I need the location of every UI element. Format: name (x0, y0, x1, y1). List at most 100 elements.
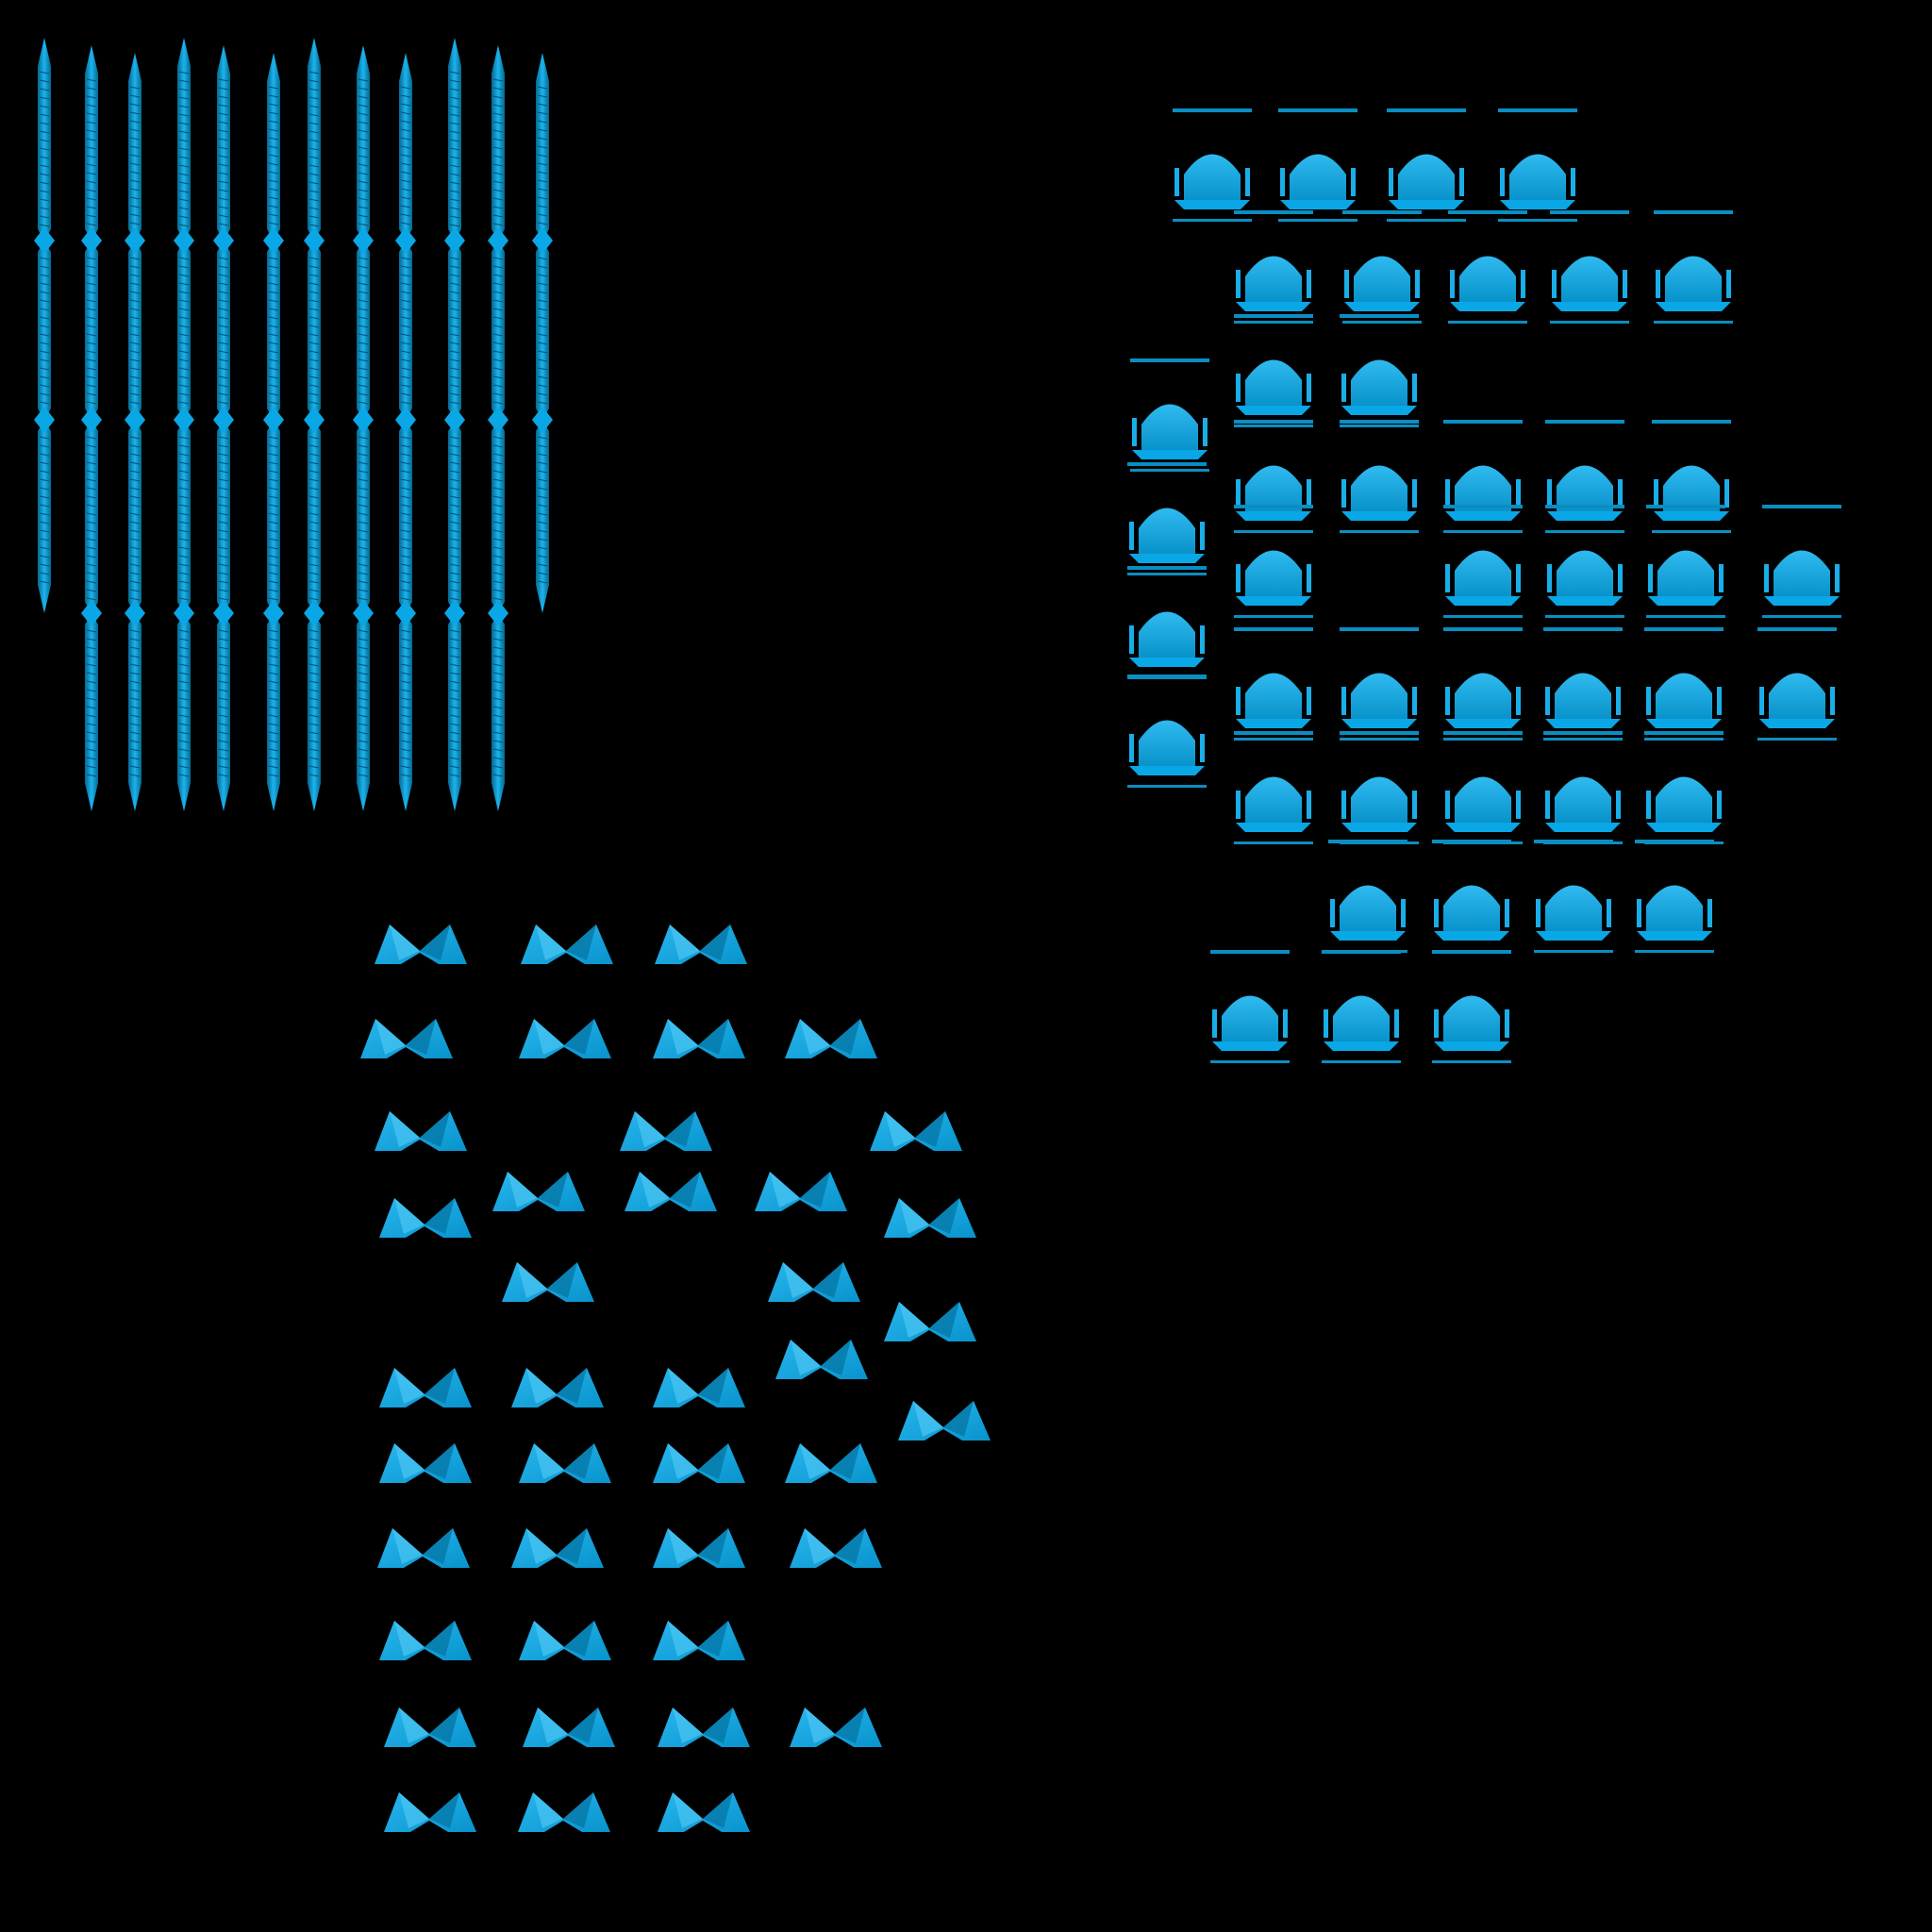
connector-cap (1234, 627, 1313, 741)
cap-rail (1543, 627, 1623, 631)
pin-streak (308, 765, 320, 769)
pin-streak (268, 546, 279, 550)
bowtie-facet (783, 1262, 813, 1298)
pin-streak (492, 104, 504, 108)
pin-streak (400, 470, 411, 474)
cap-rail (1635, 950, 1714, 953)
pin-streak (492, 78, 504, 82)
pin-streak (129, 504, 141, 508)
pin-streak (178, 122, 190, 125)
pin-streak (178, 714, 190, 718)
cap-dome (1340, 885, 1396, 934)
cap-dome (1545, 885, 1602, 934)
bowtie-facet (668, 1368, 698, 1404)
bowtie-facet (703, 1792, 733, 1828)
pin-streak (268, 697, 279, 701)
pin-streak (449, 689, 460, 692)
pin-streak (218, 774, 229, 777)
pin-joint (304, 407, 325, 433)
cap-flange (1280, 200, 1356, 209)
pin-streak (86, 572, 97, 575)
pin (263, 53, 284, 811)
cap-prong (1341, 479, 1346, 508)
pin-streak (86, 214, 97, 218)
cap-dome (1509, 154, 1566, 203)
bowtie-facet (698, 1528, 728, 1564)
pin-streak (39, 79, 50, 83)
pin-streak (178, 512, 190, 516)
bowtie-facet (399, 1707, 429, 1743)
cap-rail (1234, 731, 1313, 735)
pin-streak (400, 646, 411, 650)
pin-streak (86, 87, 97, 91)
cap-prong (1505, 1009, 1509, 1038)
pin-streak (492, 146, 504, 150)
cap-rail (1322, 1060, 1401, 1063)
pin-streak (218, 308, 229, 311)
pin-streak (178, 638, 190, 641)
pin-streak (178, 748, 190, 752)
connector-cap (1432, 950, 1511, 1063)
pin-streak (86, 112, 97, 116)
pin-streak (358, 672, 369, 675)
pin-streak (449, 130, 460, 134)
pin-streak (358, 95, 369, 99)
bowtie-facet (564, 1019, 594, 1055)
pin (125, 53, 145, 811)
pin-streak (218, 748, 229, 752)
pin-streak (86, 470, 97, 474)
cap-rail (1432, 840, 1511, 843)
connector-cap (1340, 627, 1419, 741)
pin-streak (308, 538, 320, 541)
bowtie-facet (670, 924, 700, 960)
cap-rail (1340, 731, 1419, 735)
pin-streak (129, 358, 141, 362)
pin-streak (268, 714, 279, 718)
pin-streak (308, 375, 320, 379)
pin-streak (400, 765, 411, 769)
bowtie-facet (564, 1443, 594, 1479)
cap-dome (1184, 154, 1241, 203)
pin-streak (400, 188, 411, 192)
pin-streak (492, 308, 504, 311)
cap-prong (1459, 168, 1464, 196)
pin-streak (129, 478, 141, 482)
pin-streak (492, 155, 504, 158)
cap-prong (1434, 899, 1439, 927)
cap-flange (1654, 511, 1729, 521)
pin-streak (39, 291, 50, 294)
bowtie-facet (668, 1443, 698, 1479)
cap-rail (1545, 530, 1624, 533)
cap-prong (1341, 687, 1346, 715)
pin-streak (449, 538, 460, 541)
cap-prong (1412, 791, 1417, 819)
pin-streak (400, 375, 411, 379)
pin-streak (268, 291, 279, 294)
cap-rail (1210, 1060, 1290, 1063)
pin-streak (358, 121, 369, 125)
pin-streak (129, 367, 141, 371)
pin-streak (537, 222, 548, 225)
pin-streak (537, 257, 548, 260)
cap-rail (1550, 210, 1629, 214)
pin-streak (358, 282, 369, 286)
pin-streak (129, 663, 141, 667)
pin-streak (449, 96, 460, 100)
cap-dome (1351, 359, 1407, 408)
bowtie-clip-island (360, 924, 991, 1832)
pin-streak (400, 461, 411, 465)
cap-prong (1283, 1009, 1288, 1038)
pin-streak (86, 689, 97, 692)
pin-streak (129, 299, 141, 303)
pin-streak (358, 223, 369, 226)
pin-streak (492, 461, 504, 465)
pin-streak (308, 282, 320, 286)
pin-streak (178, 504, 190, 508)
pin-streak (268, 478, 279, 482)
connector-cap (1652, 420, 1731, 533)
pin-streak (39, 444, 50, 448)
pin-streak (358, 580, 369, 584)
bowtie-facet (929, 1302, 959, 1338)
cap-prong (1724, 479, 1729, 508)
pin-streak (218, 172, 229, 175)
